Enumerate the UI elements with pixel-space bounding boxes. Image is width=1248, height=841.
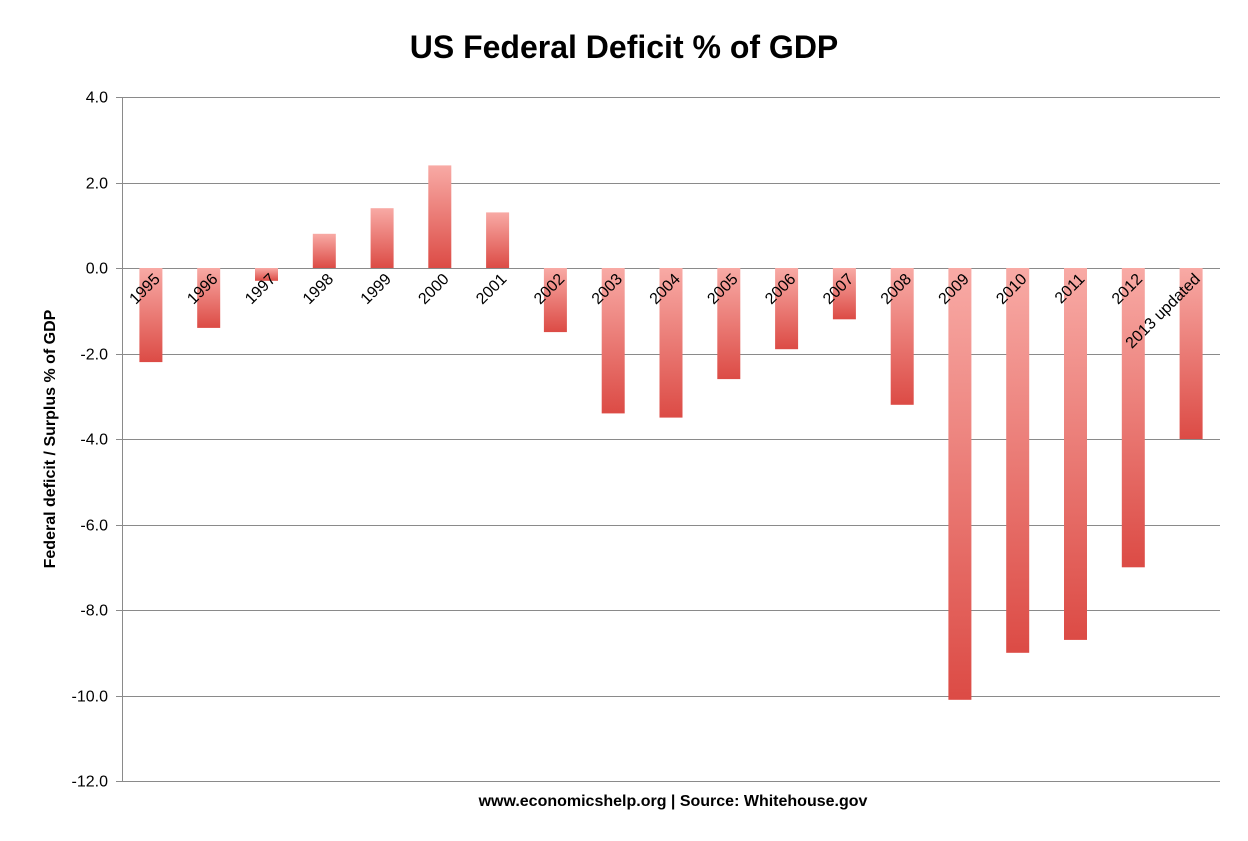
x-axis-title: www.economicshelp.org | Source: Whitehou… [478,793,868,810]
y-tick-label: 2.0 [86,176,108,193]
y-tick-label: -6.0 [80,518,108,535]
y-tick-label: -4.0 [80,432,108,449]
bar-2006 [775,268,799,350]
y-tick-label: 4.0 [86,90,108,107]
bar-1996 [197,268,221,328]
bar-2000 [428,165,452,268]
bar-2013-updated [1179,268,1203,439]
bar-2002 [543,268,567,333]
bar-2012 [1121,268,1145,568]
y-axis-tick-labels: 4.0 2.0 0.0 -2.0 -4.0 -6.0 -8.0 -10.0 -12.0 [72,90,109,791]
y-tick-label: -12.0 [72,774,109,791]
gridlines [116,97,1220,782]
bar-2011 [1064,268,1087,640]
x-category-label: 1998 [300,271,337,308]
y-tick-label: -8.0 [80,603,108,620]
y-axis-title: Federal deficit / Surplus % of GDP [42,309,59,568]
bar-2008 [890,268,914,405]
x-category-label: 1999 [358,271,395,308]
y-tick-label: -2.0 [80,347,108,364]
bar-1997 [255,268,278,281]
bar-1995 [139,268,163,363]
y-tick-label: 0.0 [86,261,108,278]
bar-2010 [1006,268,1030,653]
chart-title: US Federal Deficit % of GDP [410,29,839,65]
bar-2003 [601,268,625,414]
bar-2005 [717,268,741,380]
y-tick-label: -10.0 [72,689,109,706]
bar-2009 [948,268,972,700]
bar-1999 [370,208,394,268]
bars [139,165,1203,700]
bar-2001 [486,212,510,268]
bar-2007 [832,268,856,320]
x-category-label: 2001 [473,271,510,308]
bar-1998 [312,233,336,268]
bar-2004 [659,268,683,418]
x-category-label: 2000 [415,271,452,308]
